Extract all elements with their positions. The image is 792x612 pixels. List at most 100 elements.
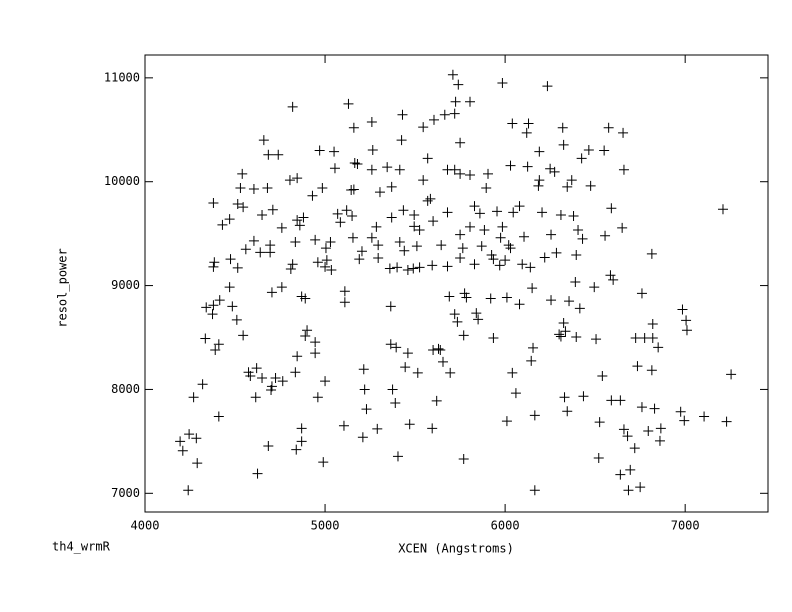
point <box>404 419 415 430</box>
point <box>458 454 469 465</box>
point <box>391 342 402 353</box>
point <box>522 161 533 172</box>
point <box>717 204 728 215</box>
point <box>396 135 407 146</box>
point <box>422 153 433 164</box>
point <box>227 301 238 312</box>
point <box>191 433 202 444</box>
point <box>398 205 409 216</box>
point <box>310 337 321 348</box>
point <box>551 247 562 258</box>
point <box>573 225 584 236</box>
point <box>427 423 438 434</box>
point <box>238 330 249 341</box>
point <box>192 458 203 469</box>
point <box>447 69 458 80</box>
point <box>605 270 616 281</box>
point <box>310 348 321 359</box>
point <box>394 164 405 175</box>
point <box>479 225 490 236</box>
point <box>208 300 219 311</box>
point <box>361 404 372 415</box>
point <box>320 243 331 254</box>
point <box>555 331 566 342</box>
point <box>232 199 243 210</box>
point <box>618 127 629 138</box>
point <box>437 356 448 367</box>
point <box>296 436 307 447</box>
point <box>210 344 221 355</box>
point <box>510 388 521 399</box>
point <box>232 262 243 273</box>
point <box>265 247 276 258</box>
point <box>207 309 218 320</box>
point <box>276 282 287 293</box>
point <box>209 257 220 268</box>
point <box>431 395 442 406</box>
point <box>445 367 456 378</box>
point <box>494 260 505 271</box>
point <box>488 333 499 344</box>
point <box>273 149 284 160</box>
point <box>571 331 582 342</box>
point <box>348 122 359 133</box>
point <box>312 257 323 268</box>
point <box>298 212 309 223</box>
point <box>508 207 519 218</box>
point <box>385 301 396 312</box>
point <box>529 485 540 496</box>
point <box>427 260 438 271</box>
point <box>290 236 301 247</box>
point <box>653 342 664 353</box>
point <box>428 114 439 125</box>
x-tick-label: 6000 <box>491 519 520 533</box>
point <box>629 443 640 454</box>
point <box>495 232 506 243</box>
point <box>461 292 472 303</box>
point <box>594 417 605 428</box>
point <box>248 235 259 246</box>
point <box>599 145 610 156</box>
point <box>636 288 647 299</box>
point <box>325 236 336 247</box>
point <box>647 333 658 344</box>
point <box>585 180 596 191</box>
point <box>558 317 569 328</box>
point <box>326 264 337 275</box>
point <box>292 351 303 362</box>
point <box>646 365 657 376</box>
point <box>436 240 447 251</box>
point <box>623 485 634 496</box>
point <box>449 164 460 175</box>
point <box>314 145 325 156</box>
point <box>339 286 350 297</box>
point <box>292 173 303 184</box>
point <box>455 168 466 179</box>
annotation: th4_wrmR <box>52 540 111 554</box>
point <box>534 146 545 157</box>
point <box>554 329 565 340</box>
point <box>485 293 496 304</box>
point <box>402 264 413 275</box>
point <box>566 175 577 186</box>
x-tick-label: 5000 <box>311 519 340 533</box>
point <box>428 216 439 227</box>
point <box>287 259 298 270</box>
point <box>529 410 540 421</box>
point <box>349 158 360 169</box>
point <box>399 245 410 256</box>
point <box>444 291 455 302</box>
point <box>213 411 224 422</box>
point <box>649 403 660 414</box>
point <box>675 406 686 417</box>
point <box>387 384 398 395</box>
point <box>564 296 575 307</box>
point <box>255 247 266 258</box>
point <box>418 122 429 133</box>
point <box>184 429 195 440</box>
point <box>615 395 626 406</box>
point <box>469 259 480 270</box>
point <box>721 416 732 427</box>
point <box>373 253 384 264</box>
point <box>521 127 532 138</box>
